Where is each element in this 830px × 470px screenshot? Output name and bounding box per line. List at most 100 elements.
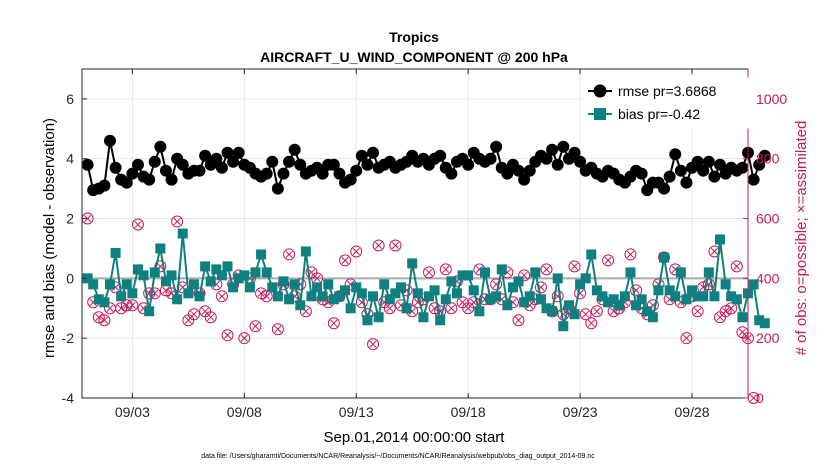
rmse-point bbox=[120, 176, 133, 189]
bias-point bbox=[205, 276, 216, 287]
obs-possible-marker bbox=[131, 218, 144, 231]
obs-possible-marker bbox=[238, 332, 251, 345]
rmse-point bbox=[523, 164, 536, 177]
obs-assimilated-marker bbox=[722, 307, 730, 315]
obs-assimilated-marker bbox=[710, 247, 718, 255]
bias-point bbox=[93, 294, 104, 305]
bias-point bbox=[603, 297, 614, 308]
obs-assimilated-marker bbox=[128, 301, 136, 309]
obs-possible-marker bbox=[154, 260, 167, 273]
bias-point bbox=[670, 291, 681, 302]
rmse-point bbox=[697, 164, 710, 177]
bias-point bbox=[535, 294, 546, 305]
bias-point bbox=[664, 285, 675, 296]
rmse-point bbox=[462, 158, 475, 171]
bias-point bbox=[323, 279, 334, 290]
obs-assimilated-marker bbox=[542, 265, 551, 273]
obs-possible-marker bbox=[602, 254, 615, 267]
obs-assimilated-marker bbox=[302, 307, 310, 315]
bias-point bbox=[334, 291, 345, 302]
bias-point bbox=[177, 228, 188, 239]
rmse-point bbox=[674, 164, 687, 177]
obs-assimilated-marker bbox=[313, 274, 321, 282]
obs-assimilated-marker bbox=[173, 217, 181, 226]
y-tick-label-left: 0 bbox=[66, 270, 74, 286]
rmse-point bbox=[551, 158, 564, 171]
rmse-point bbox=[260, 167, 273, 180]
bias-point bbox=[591, 285, 602, 296]
bias-point bbox=[284, 294, 295, 305]
bias-point bbox=[692, 291, 703, 302]
obs-count-point bbox=[725, 302, 738, 315]
rmse-point bbox=[557, 140, 570, 153]
obs-possible-marker bbox=[126, 299, 139, 312]
bias-point bbox=[356, 288, 367, 299]
bias-point bbox=[306, 291, 317, 302]
obs-assimilated-marker bbox=[218, 292, 226, 300]
obs-assimilated-marker bbox=[369, 340, 377, 348]
obs-count-point bbox=[249, 320, 262, 333]
obs-count-point bbox=[115, 302, 128, 315]
bias-point bbox=[754, 315, 765, 326]
obs-possible-marker bbox=[719, 305, 732, 318]
obs-possible-marker bbox=[299, 305, 312, 318]
bias-point bbox=[194, 291, 205, 302]
x-tick-label: 09/08 bbox=[227, 404, 262, 420]
obs-count-point bbox=[187, 308, 200, 321]
bias-point bbox=[328, 294, 339, 305]
obs-possible-marker bbox=[467, 296, 480, 309]
bias-point bbox=[502, 300, 513, 311]
obs-assimilated-marker bbox=[274, 325, 282, 333]
obs-count-point bbox=[422, 266, 435, 279]
obs-count-point bbox=[271, 323, 284, 336]
obs-assimilated-marker bbox=[375, 241, 383, 250]
obs-assimilated-marker bbox=[162, 286, 170, 294]
footnote: data file: /Users/gharamti/Documents/NCA… bbox=[201, 453, 595, 460]
rmse-point bbox=[193, 164, 206, 177]
obs-possible-marker bbox=[730, 260, 743, 273]
obs-assimilated-marker bbox=[95, 313, 103, 321]
bias-point bbox=[317, 291, 328, 302]
bias-point bbox=[575, 279, 586, 290]
bias-point bbox=[457, 270, 468, 281]
bias-point bbox=[116, 291, 127, 302]
rmse-point bbox=[288, 143, 301, 156]
bias-point bbox=[295, 300, 306, 311]
bias-point bbox=[709, 291, 720, 302]
bias-point bbox=[681, 294, 692, 305]
bias-point bbox=[340, 285, 351, 296]
bias-point bbox=[132, 264, 143, 275]
obs-possible-marker bbox=[339, 254, 352, 267]
chart-title: Tropics bbox=[389, 29, 439, 45]
obs-assimilated-marker bbox=[442, 265, 450, 273]
rmse-point bbox=[232, 146, 245, 159]
obs-possible-marker bbox=[579, 308, 592, 321]
rmse-point bbox=[199, 149, 212, 162]
rmse-point bbox=[546, 143, 559, 156]
y-tick-label-right: 600 bbox=[756, 211, 780, 227]
obs-possible-marker bbox=[422, 266, 435, 279]
bias-point bbox=[82, 273, 93, 284]
obs-count-point bbox=[283, 248, 296, 261]
bias-point bbox=[384, 294, 395, 305]
obs-assimilated-marker bbox=[570, 262, 579, 270]
obs-possible-marker bbox=[725, 302, 738, 315]
bias-point bbox=[435, 315, 446, 326]
rmse-point bbox=[227, 155, 240, 168]
y-tick-label-right: 800 bbox=[756, 151, 780, 167]
obs-count-point bbox=[540, 263, 553, 276]
obs-possible-marker bbox=[148, 287, 161, 300]
bias-point bbox=[278, 276, 289, 287]
rmse-point bbox=[355, 149, 368, 162]
rmse-point bbox=[221, 146, 234, 159]
bias-point bbox=[345, 303, 356, 314]
obs-assimilated-marker bbox=[503, 268, 511, 276]
rmse-point bbox=[445, 167, 458, 180]
bias-point bbox=[407, 258, 418, 269]
obs-count-point bbox=[579, 308, 592, 321]
obs-count-point bbox=[98, 314, 111, 327]
obs-count-point bbox=[512, 314, 525, 327]
bias-point bbox=[597, 291, 608, 302]
rmse-point bbox=[126, 167, 139, 180]
